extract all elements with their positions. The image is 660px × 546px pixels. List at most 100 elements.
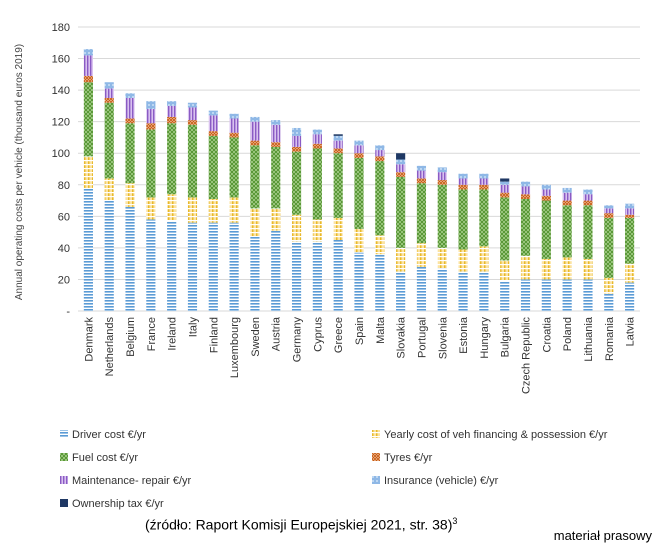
y-tick-label: 100 — [52, 148, 70, 160]
bar-segment — [250, 236, 260, 311]
legend-swatch — [60, 453, 68, 461]
bar-stack-netherlands — [104, 82, 114, 311]
bar-segment — [375, 161, 385, 236]
bar-segment — [375, 145, 385, 151]
legend-item: Insurance (vehicle) €/yr — [372, 475, 499, 487]
bar-stack-cyprus — [312, 129, 322, 311]
bar-stack-sweden — [250, 116, 260, 311]
legend-item: Driver cost €/yr — [60, 429, 146, 441]
bar-stack-luxembourg — [229, 113, 239, 311]
legend-item: Maintenance- repair €/yr — [60, 475, 192, 487]
legend: Driver cost €/yr Yearly cost of veh finan… — [60, 429, 608, 510]
legend-swatch — [372, 430, 380, 438]
bar-segment — [437, 172, 447, 181]
x-tick-label: Austria — [271, 316, 283, 351]
press-credit: materiał prasowy — [553, 528, 652, 543]
bar-segment — [167, 221, 177, 311]
bar-segment — [146, 101, 156, 110]
x-tick-label: Denmark — [83, 317, 95, 362]
bar-segment — [125, 123, 135, 184]
bar-segment — [520, 279, 531, 311]
bar-segment — [562, 200, 572, 206]
bar-segment — [416, 266, 427, 311]
bar-segment — [333, 134, 343, 136]
bar-segment — [354, 145, 364, 154]
x-tick-label: Ireland — [167, 317, 179, 351]
x-tick-label: Sweden — [250, 317, 262, 357]
x-tick-label: Spain — [354, 317, 366, 345]
bar-segment — [250, 140, 260, 146]
bar-segment — [104, 82, 114, 89]
bar-segment — [146, 109, 156, 124]
bar-segment — [479, 271, 489, 311]
bar-segment — [333, 217, 343, 240]
bar-segment — [312, 148, 322, 220]
bar-segment — [229, 113, 239, 119]
x-tick-label: Luxembourg — [229, 317, 241, 378]
legend-label: Fuel cost €/yr — [72, 452, 138, 464]
bar-segment — [604, 217, 614, 278]
bar-stack-czech-republic — [520, 181, 531, 311]
bar-segment — [83, 82, 93, 157]
bar-stack-portugal — [416, 165, 427, 311]
bar-segment — [583, 189, 593, 195]
bar-segment — [479, 246, 489, 272]
x-tick-label: Latvia — [625, 316, 637, 346]
x-tick-label: Croatia — [541, 316, 553, 352]
bar-stack-denmark — [83, 49, 93, 311]
legend-label: Yearly cost of veh financing & possessio… — [384, 429, 608, 441]
bar-segment — [625, 208, 635, 215]
bar-stack-belgium — [125, 93, 135, 311]
bar-segment — [146, 219, 156, 311]
bar-segment — [396, 164, 406, 173]
bar-segment — [312, 143, 322, 149]
bar-segment — [312, 129, 322, 135]
bar-segment — [437, 184, 447, 248]
bar-stack-croatia — [541, 184, 551, 311]
bar-segment — [83, 49, 93, 56]
bar-segment — [187, 102, 198, 108]
bar-stack-slovenia — [437, 167, 447, 311]
bar-segment — [541, 279, 551, 311]
x-tick-label: Belgium — [125, 317, 137, 357]
bar-segment — [229, 222, 239, 311]
bar-segment — [416, 170, 427, 179]
bar-stack-austria — [271, 120, 281, 311]
bar-segment — [520, 198, 531, 256]
bar-segment — [583, 194, 593, 201]
bar-segment — [312, 219, 322, 242]
bar-segment — [83, 156, 93, 188]
bar-segment — [125, 98, 135, 119]
bar-segment — [416, 183, 427, 244]
bar-segment — [541, 200, 551, 259]
bar-segment — [416, 165, 427, 171]
bar-segment — [291, 241, 302, 311]
bar-segment — [562, 187, 572, 193]
bar-segment — [500, 178, 510, 182]
y-tick-label: 80 — [58, 180, 70, 192]
bar-segment — [333, 140, 343, 149]
bar-segment — [187, 197, 198, 223]
y-tick-label: 40 — [58, 243, 70, 255]
bar-segment — [520, 181, 531, 187]
bar-segment — [625, 263, 635, 283]
x-tick-label: Finland — [208, 317, 220, 353]
bar-segment — [562, 192, 572, 201]
bar-segment — [437, 180, 447, 185]
y-tick-label: 160 — [52, 54, 70, 66]
legend-item: Tyres €/yr — [372, 452, 433, 464]
bar-segment — [396, 172, 406, 177]
bar-segment — [291, 127, 302, 136]
bar-segment — [271, 120, 281, 125]
legend-label: Maintenance- repair €/yr — [72, 475, 192, 487]
legend-label: Driver cost €/yr — [72, 429, 146, 441]
legend-swatch — [372, 476, 380, 484]
bar-segment — [354, 140, 364, 146]
x-tick-label: Bulgaria — [500, 316, 512, 357]
bar-segment — [583, 258, 593, 280]
bar-segment — [187, 120, 198, 125]
bar-segment — [167, 116, 177, 124]
x-tick-label: Slovenia — [437, 316, 449, 359]
bar-segment — [520, 194, 531, 199]
